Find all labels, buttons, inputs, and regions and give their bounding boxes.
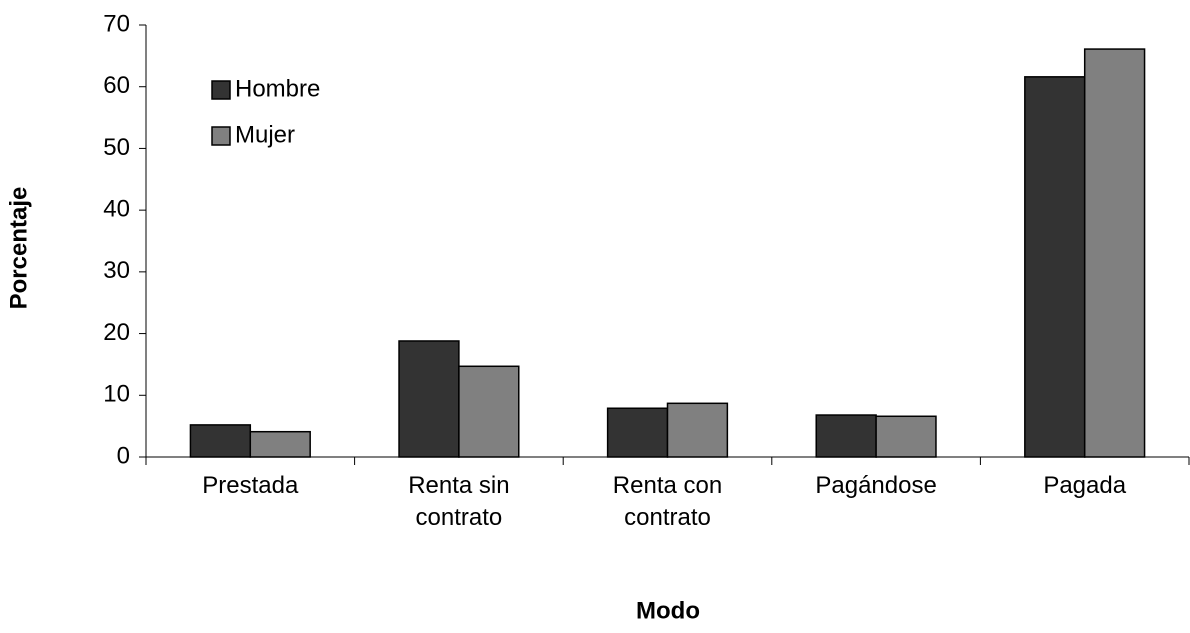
legend-label: Hombre [235,75,320,102]
bar [249,430,311,458]
x-axis-label: Modo [636,597,700,624]
bar [1024,76,1086,458]
bar [666,402,729,458]
bar [1083,48,1146,458]
legend-label: Mujer [235,121,295,148]
x-tick-label: Renta sin contrato [408,472,510,531]
y-axis-label: Porcentaje [5,187,32,310]
legend-swatch [211,80,231,100]
x-tick-label: Prestada [202,472,299,499]
y-tick-label: 60 [103,72,130,99]
legend-swatch [211,126,231,146]
bar [606,407,669,458]
bar [875,415,937,458]
bar [815,414,877,458]
y-tick-label: 50 [103,134,130,161]
y-tick-label: 30 [103,257,130,284]
y-tick-label: 40 [103,195,130,222]
bar [398,340,460,458]
y-tick-label: 20 [103,319,130,346]
bar [458,365,520,458]
bar [189,424,252,458]
x-tick-label: Pagándose [815,472,937,499]
y-tick-label: 0 [117,442,130,469]
x-tick-label: Renta con contrato [612,472,723,531]
x-tick-label: Pagada [1043,472,1127,499]
y-tick-label: 70 [103,10,130,37]
y-tick-label: 10 [103,381,130,408]
